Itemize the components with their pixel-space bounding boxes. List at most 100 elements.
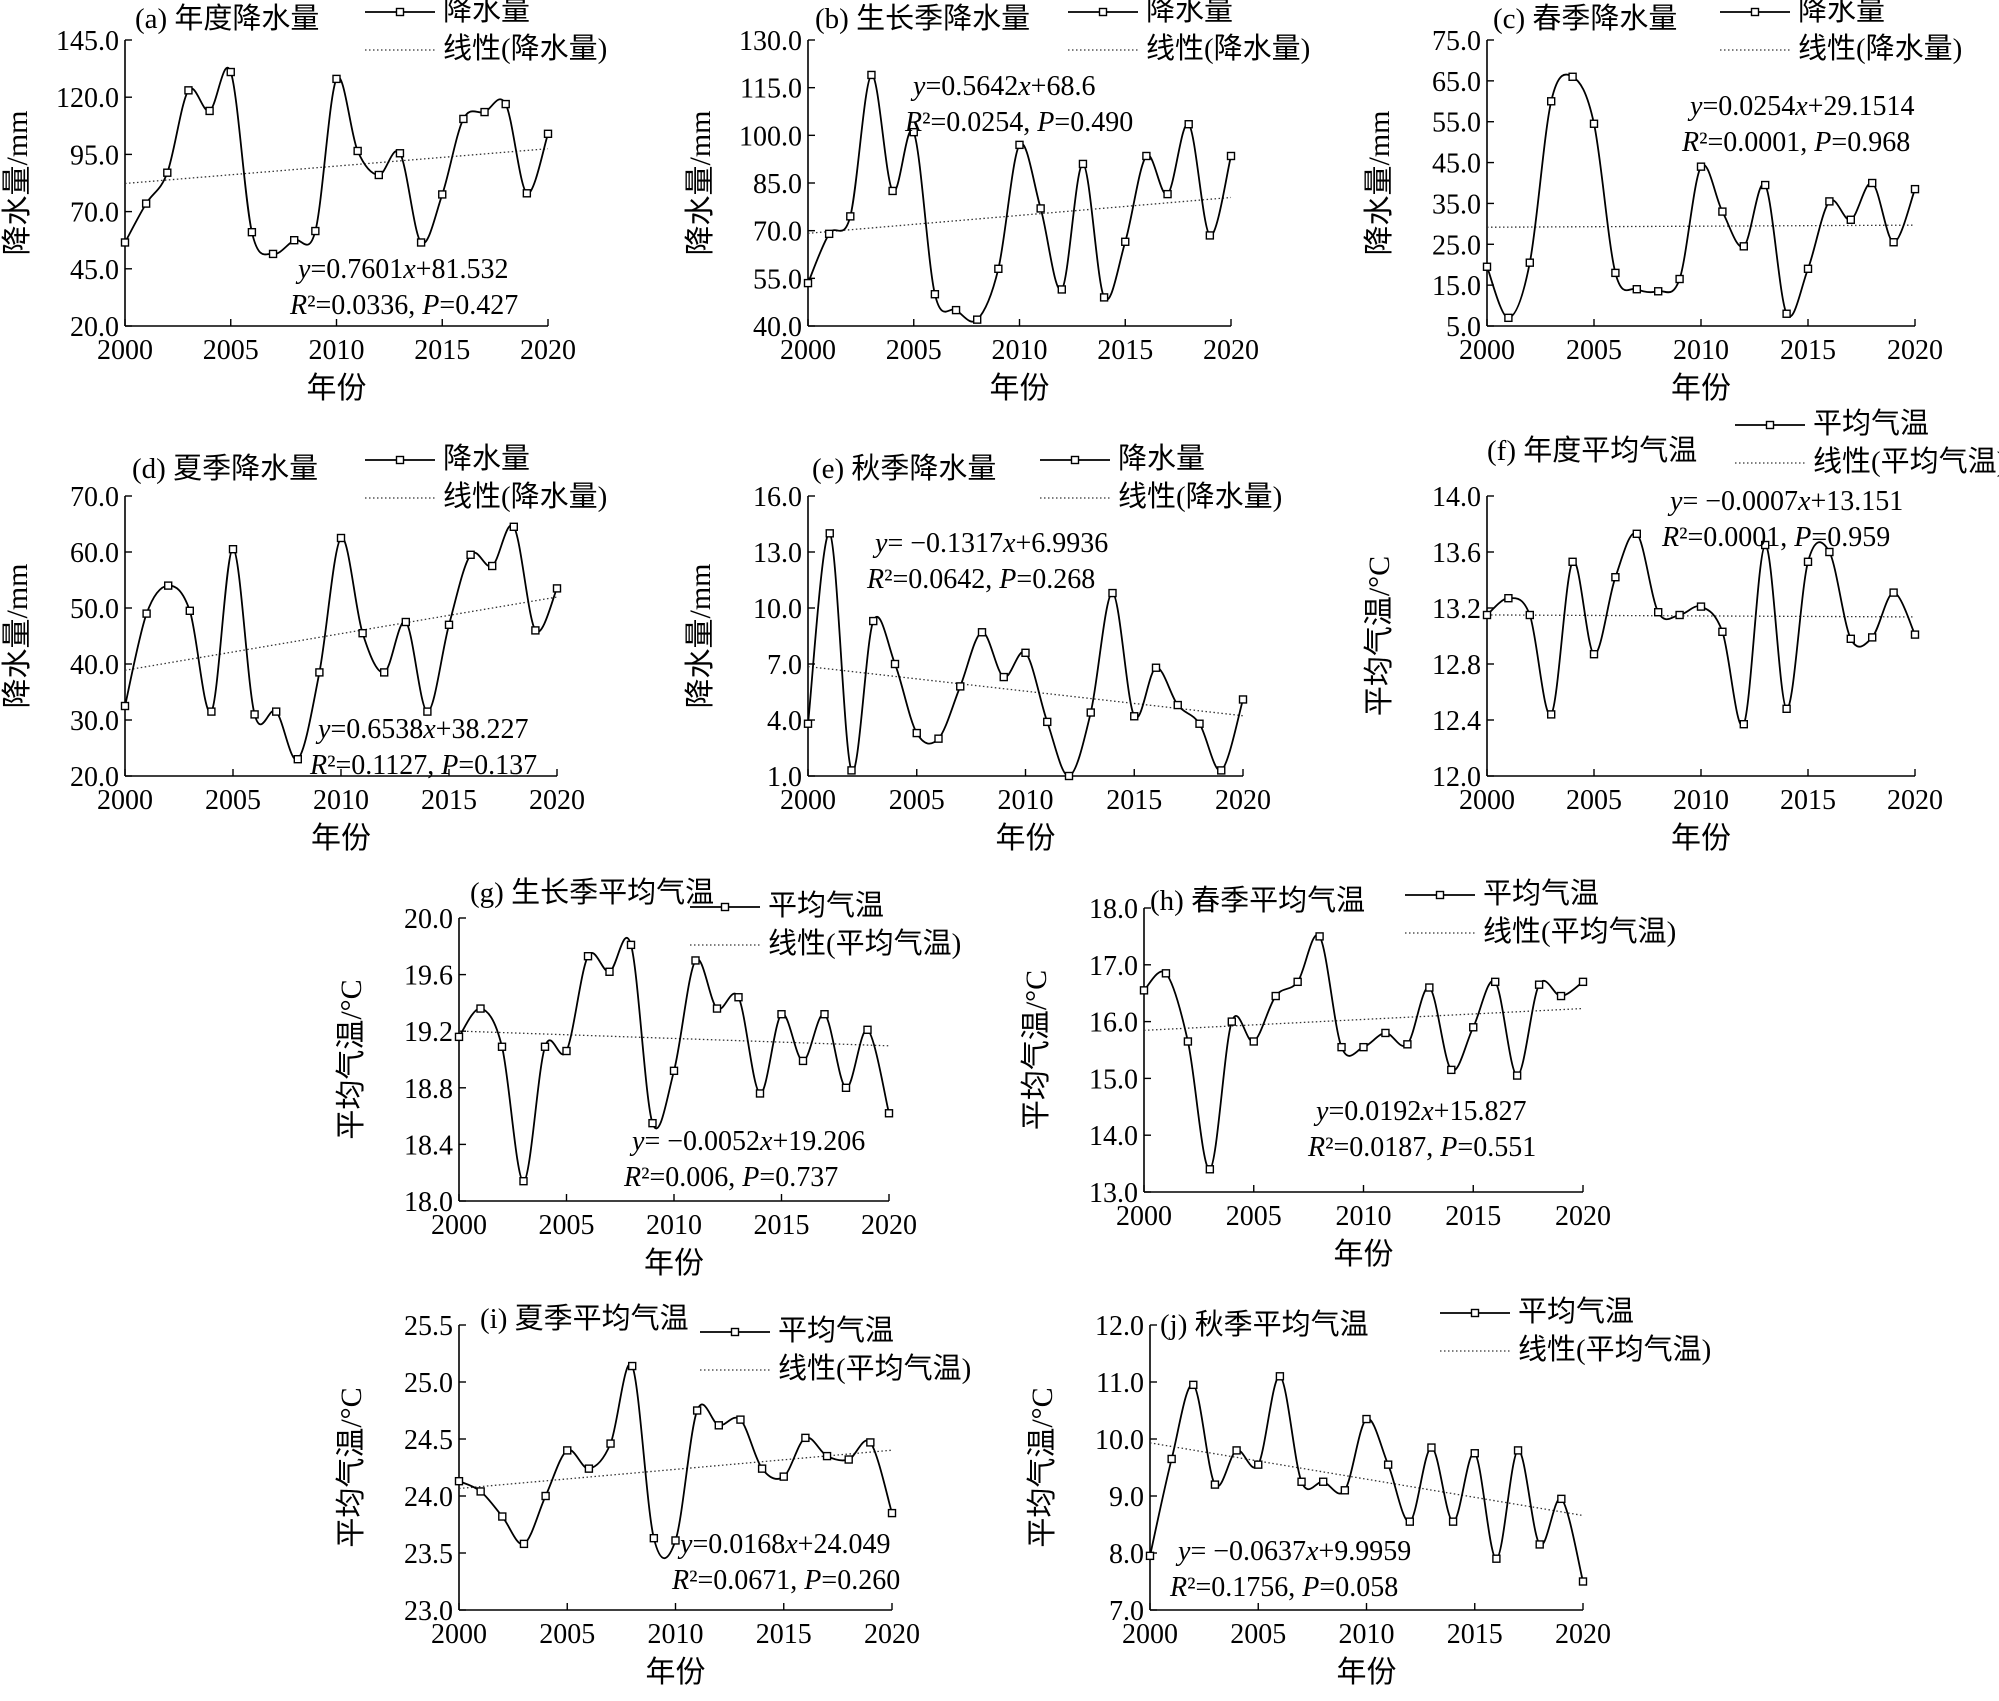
data-point-e-2007 — [956, 682, 965, 691]
data-point-c-2016 — [1825, 197, 1834, 206]
legend-marker-e — [1070, 455, 1080, 465]
panel-title-a: (a) 年度降水量 — [135, 2, 319, 35]
data-point-f-2004 — [1568, 557, 1577, 566]
data-point-d-2007 — [272, 707, 281, 716]
legend-label-series-b: 降水量 — [1146, 0, 1233, 27]
data-point-f-2018 — [1867, 633, 1877, 642]
y-tick-label-c: 75.0 — [1432, 26, 1481, 57]
data-point-a-2011 — [353, 146, 362, 156]
data-point-h-2003 — [1205, 1165, 1215, 1174]
trend-stats-j: R²=0.1756, P=0.058 — [1169, 1572, 1398, 1603]
legend-label-trend-c: 线性(降水量) — [1798, 32, 1962, 65]
x-axis-title-b: 年份 — [990, 372, 1050, 405]
data-point-g-2004 — [540, 1042, 550, 1051]
data-point-j-2005 — [1254, 1460, 1263, 1469]
data-point-e-2004 — [890, 659, 900, 669]
y-tick-label-h: 14.0 — [1089, 1121, 1138, 1152]
data-point-c-2002 — [1525, 258, 1535, 267]
x-tick-label-f: 2005 — [1566, 785, 1622, 816]
y-tick-label-e: 10.0 — [753, 594, 802, 625]
data-point-a-2012 — [374, 170, 383, 180]
data-point-e-2008 — [977, 628, 987, 637]
y-tick-label-j: 11.0 — [1096, 1368, 1144, 1399]
data-point-b-2010 — [1015, 140, 1024, 150]
data-point-h-2016 — [1490, 977, 1500, 987]
panel-title-j: (j) 秋季平均气温 — [1160, 1308, 1369, 1341]
data-point-f-2009 — [1675, 610, 1684, 620]
chart-panel-f: 12.0 12.4 12.8 13.2 13.6 14.0 2000 2005 2010 2015… — [1363, 407, 1999, 855]
data-point-h-2014 — [1447, 1065, 1456, 1075]
data-point-e-2000 — [803, 719, 813, 728]
data-point-g-2011 — [691, 956, 700, 965]
y-tick-label-a: 70.0 — [70, 198, 119, 229]
legend-marker-d — [395, 455, 405, 465]
data-point-d-2014 — [423, 707, 432, 716]
data-point-a-2010 — [332, 74, 341, 84]
data-point-d-2006 — [250, 710, 259, 719]
data-point-d-2012 — [380, 668, 389, 677]
data-point-e-2005 — [912, 728, 921, 738]
data-point-c-2005 — [1589, 119, 1599, 128]
x-tick-label-e: 2015 — [1106, 785, 1162, 816]
data-point-j-2000 — [1145, 1551, 1155, 1561]
legend-label-series-g: 平均气温 — [768, 889, 884, 922]
data-point-g-2013 — [734, 993, 743, 1002]
data-point-c-2003 — [1546, 97, 1556, 106]
y-tick-label-h: 13.0 — [1089, 1178, 1138, 1209]
x-tick-label-j: 2005 — [1230, 1619, 1286, 1650]
x-tick-label-j: 2010 — [1339, 1619, 1395, 1650]
y-tick-label-a: 45.0 — [70, 255, 119, 286]
data-point-g-2015 — [777, 1010, 786, 1019]
data-point-a-2015 — [438, 190, 447, 199]
data-point-e-2014 — [1108, 588, 1117, 598]
data-point-c-2019 — [1889, 238, 1898, 247]
data-point-f-2010 — [1696, 602, 1706, 611]
data-point-d-2017 — [488, 561, 497, 571]
trend-stats-a: R²=0.0336, P=0.427 — [289, 290, 518, 321]
data-point-c-2014 — [1782, 309, 1791, 318]
data-point-i-2010 — [671, 1536, 680, 1545]
legend-label-trend-h: 线性(平均气温) — [1483, 915, 1676, 948]
legend-label-trend-g: 线性(平均气温) — [768, 927, 961, 960]
data-point-g-2017 — [820, 1010, 829, 1019]
data-point-i-2005 — [563, 1446, 572, 1455]
data-point-b-2002 — [846, 212, 855, 221]
x-tick-label-h: 2000 — [1116, 1201, 1172, 1232]
data-point-h-2007 — [1293, 977, 1302, 987]
data-point-c-2007 — [1632, 285, 1642, 294]
x-tick-label-i: 2010 — [648, 1619, 704, 1650]
x-tick-label-e: 2000 — [780, 785, 836, 816]
data-point-j-2015 — [1470, 1449, 1479, 1458]
data-point-i-2020 — [887, 1508, 897, 1518]
data-point-i-2000 — [454, 1476, 464, 1486]
data-point-b-2014 — [1099, 293, 1109, 302]
x-axis-title-j: 年份 — [1337, 1656, 1397, 1689]
trend-line-g — [458, 1030, 890, 1047]
trend-equation-b: y=0.5642x+68.6 — [910, 71, 1095, 102]
y-tick-label-h: 16.0 — [1089, 1008, 1138, 1039]
series-line-f — [1486, 532, 1916, 727]
legend-marker-a — [395, 7, 405, 17]
legend-label-series-c: 降水量 — [1798, 0, 1885, 27]
data-point-e-2006 — [934, 734, 943, 743]
chart-panel-j: 7.0 8.0 9.0 10.0 11.0 12.0 2000 2005 2010 2015 202… — [1026, 1295, 1711, 1689]
panel-title-b: (b) 生长季降水量 — [815, 2, 1030, 35]
legend-label-trend-i: 线性(平均气温) — [778, 1352, 971, 1385]
y-tick-label-f: 13.2 — [1432, 594, 1481, 625]
y-tick-label-i: 25.5 — [404, 1311, 453, 1342]
x-tick-label-g: 2000 — [431, 1210, 487, 1241]
data-point-i-2013 — [736, 1415, 745, 1424]
y-tick-label-b: 100.0 — [739, 121, 802, 152]
y-axis-title-b: 降水量/mm — [684, 110, 717, 255]
data-point-j-2007 — [1297, 1477, 1306, 1486]
data-point-h-2020 — [1578, 977, 1588, 987]
y-tick-label-i: 24.0 — [404, 1482, 453, 1513]
y-axis-title-i: 平均气温/°C — [335, 1387, 368, 1547]
legend-label-series-j: 平均气温 — [1518, 1295, 1634, 1328]
y-tick-label-f: 14.0 — [1432, 482, 1481, 513]
data-point-e-2001 — [825, 529, 834, 538]
data-point-g-2010 — [669, 1066, 679, 1076]
trend-equation-j: y= −0.0637x+9.9959 — [1175, 1536, 1411, 1567]
